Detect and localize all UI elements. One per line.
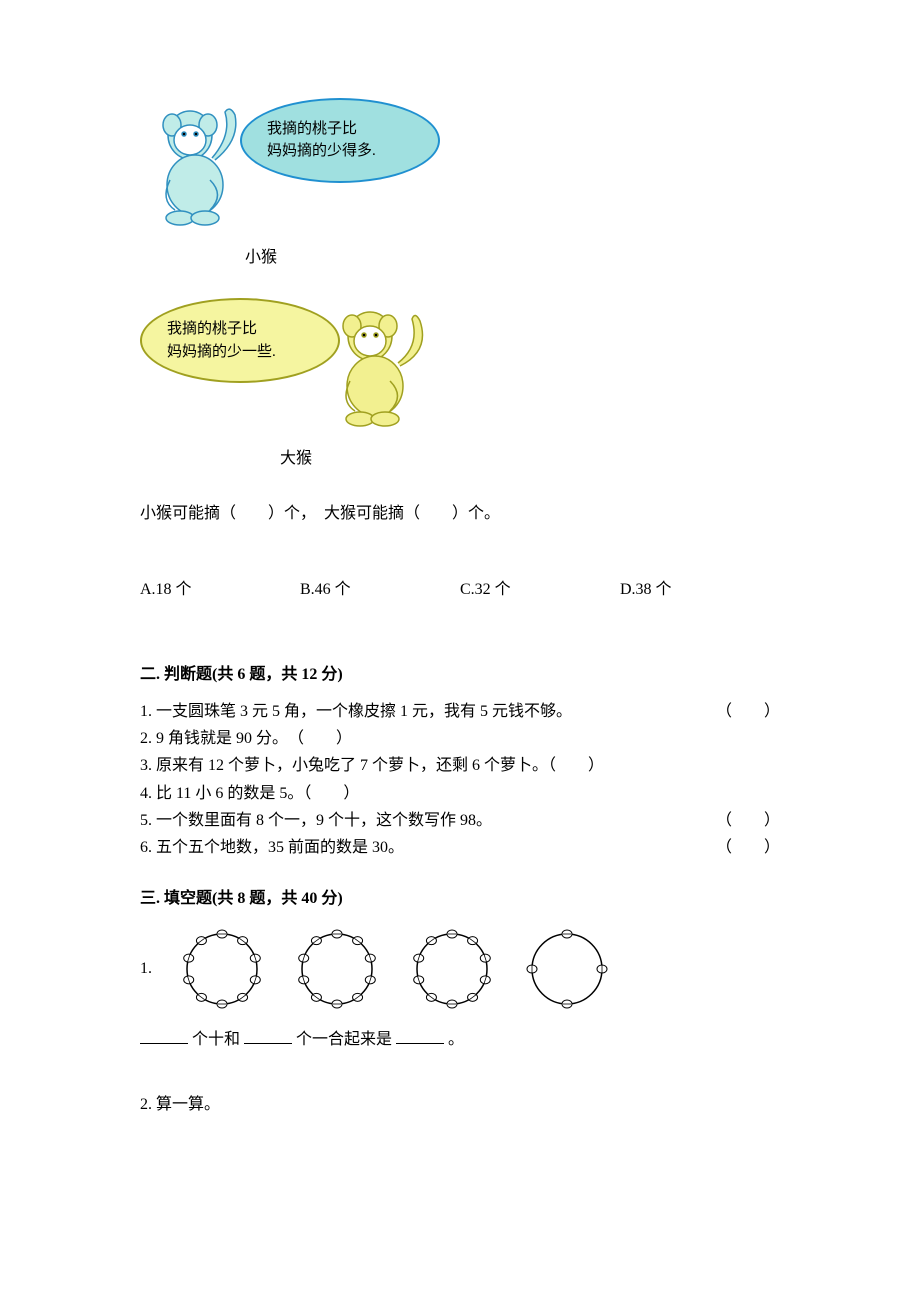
fill-text: 个一合起来是 bbox=[296, 1031, 392, 1048]
fill-text: 个十和 bbox=[192, 1031, 240, 1048]
small-monkey-block: 我摘的桃子比 妈妈摘的少得多. bbox=[140, 100, 780, 230]
small-monkey-icon bbox=[140, 100, 250, 230]
bead-ring-icon bbox=[177, 927, 267, 1012]
small-monkey-speech-bubble: 我摘的桃子比 妈妈摘的少得多. bbox=[240, 98, 440, 183]
bead-ring-icon bbox=[292, 927, 382, 1012]
judge-bracket: （ ） bbox=[716, 834, 780, 861]
option-c: C.32 个 bbox=[460, 577, 620, 603]
bead-ring-icon bbox=[522, 927, 612, 1012]
option-a: A.18 个 bbox=[140, 577, 300, 603]
judge-text: 4. 比 11 小 6 的数是 5。（ ） bbox=[140, 780, 760, 807]
judge-text: 1. 一支圆珠笔 3 元 5 角，一个橡皮擦 1 元，我有 5 元钱不够。 bbox=[140, 698, 696, 725]
fill-blank-line: 个十和 个一合起来是 。 bbox=[140, 1027, 780, 1053]
option-d: D.38 个 bbox=[620, 577, 780, 603]
judge-text: 2. 9 角钱就是 90 分。 （ ） bbox=[140, 725, 760, 752]
bubble-text: 我摘的桃子比 bbox=[167, 318, 313, 341]
judge-item: 6. 五个五个地数，35 前面的数是 30。 （ ） bbox=[140, 834, 780, 861]
blank-field bbox=[396, 1028, 444, 1044]
judge-text: 5. 一个数里面有 8 个一，9 个十，这个数写作 98。 bbox=[140, 807, 696, 834]
bubble-text: 妈妈摘的少得多. bbox=[267, 140, 413, 163]
blank-field bbox=[244, 1028, 292, 1044]
bubble-text: 我摘的桃子比 bbox=[267, 118, 413, 141]
judge-text: 6. 五个五个地数，35 前面的数是 30。 bbox=[140, 834, 696, 861]
big-monkey-speech-bubble: 我摘的桃子比 妈妈摘的少一些. bbox=[140, 298, 340, 383]
big-monkey-block: 我摘的桃子比 妈妈摘的少一些. bbox=[140, 301, 780, 431]
judge-item: 4. 比 11 小 6 的数是 5。（ ） bbox=[140, 780, 780, 807]
fill-text: 。 bbox=[448, 1031, 464, 1048]
judge-item: 1. 一支圆珠笔 3 元 5 角，一个橡皮擦 1 元，我有 5 元钱不够。 （ … bbox=[140, 698, 780, 725]
bubble-text: 妈妈摘的少一些. bbox=[167, 341, 313, 364]
q1-prefix: 1. bbox=[140, 956, 152, 982]
judge-item: 5. 一个数里面有 8 个一，9 个十，这个数写作 98。 （ ） bbox=[140, 807, 780, 834]
options-row: A.18 个 B.46 个 C.32 个 D.38 个 bbox=[140, 577, 780, 603]
big-monkey-label: 大猴 bbox=[280, 446, 780, 472]
blank-field bbox=[140, 1028, 188, 1044]
judge-bracket: （ ） bbox=[716, 698, 780, 725]
option-b: B.46 个 bbox=[300, 577, 460, 603]
judge-bracket: （ ） bbox=[716, 807, 780, 834]
big-monkey-icon bbox=[320, 301, 430, 431]
beads-row: 1. bbox=[140, 927, 780, 1012]
judge-text: 3. 原来有 12 个萝卜，小兔吃了 7 个萝卜，还剩 6 个萝卜。（ ） bbox=[140, 752, 760, 779]
section3-title: 三. 填空题(共 8 题，共 40 分) bbox=[140, 886, 780, 912]
q2-text: 2. 算一算。 bbox=[140, 1092, 780, 1118]
judge-list: 1. 一支圆珠笔 3 元 5 角，一个橡皮擦 1 元，我有 5 元钱不够。 （ … bbox=[140, 698, 780, 861]
section2-title: 二. 判断题(共 6 题，共 12 分) bbox=[140, 662, 780, 688]
bead-ring-icon bbox=[407, 927, 497, 1012]
judge-item: 3. 原来有 12 个萝卜，小兔吃了 7 个萝卜，还剩 6 个萝卜。（ ） bbox=[140, 752, 780, 779]
small-monkey-label: 小猴 bbox=[245, 245, 780, 271]
fill-question-text: 小猴可能摘（ ）个， 大猴可能摘（ ）个。 bbox=[140, 501, 780, 527]
judge-item: 2. 9 角钱就是 90 分。 （ ） bbox=[140, 725, 780, 752]
